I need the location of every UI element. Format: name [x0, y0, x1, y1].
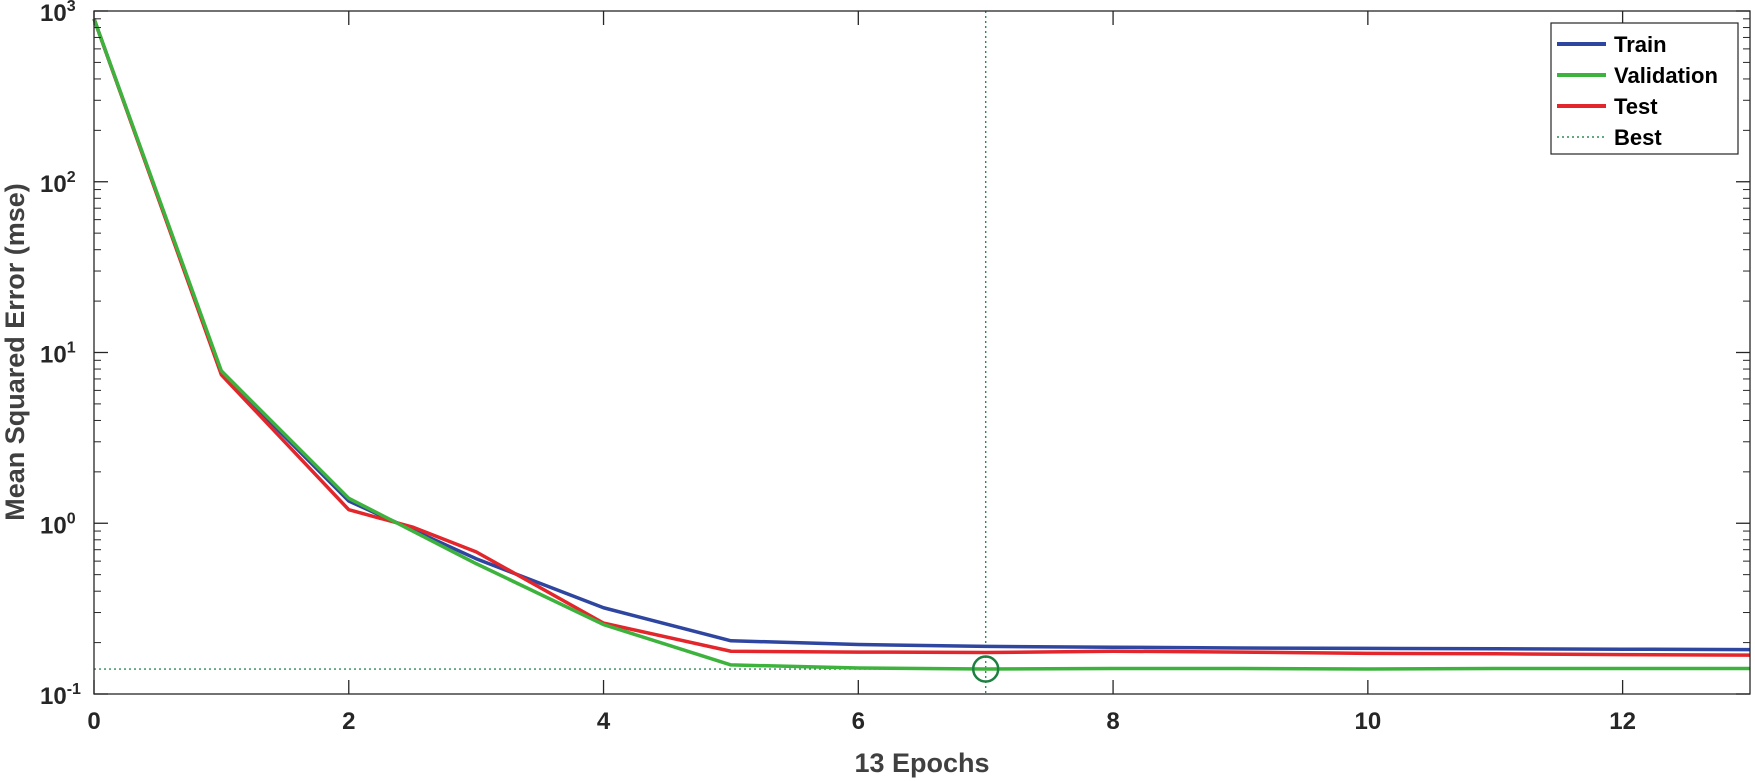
ticks-layer — [93, 10, 1750, 695]
legend-label-test: Test — [1614, 94, 1658, 119]
y-tick-label: 10-1 — [40, 681, 81, 710]
y-tick-labels: 10-1 100 101 102 103 — [40, 0, 81, 710]
legend-label-best: Best — [1614, 125, 1662, 150]
y-tick-label: 101 — [40, 340, 76, 369]
y-axis-label: Mean Squared Error (mse) — [0, 183, 30, 521]
y-tick-label: 100 — [40, 510, 76, 539]
x-tick-label: 0 — [87, 708, 100, 735]
y-tick-label: 103 — [40, 0, 76, 27]
x-tick-label: 12 — [1609, 708, 1636, 735]
x-tick-label: 4 — [597, 708, 611, 735]
legend-label-train: Train — [1614, 32, 1667, 57]
series-line-validation — [92, 18, 1750, 671]
x-axis-label: 13 Epochs — [854, 748, 989, 778]
x-tick-label: 8 — [1106, 708, 1119, 735]
y-tick-label: 102 — [40, 169, 76, 198]
marks-layer — [92, 11, 1751, 694]
series-line-test — [92, 18, 1751, 657]
x-tick-label: 10 — [1354, 708, 1381, 735]
legend: Train Validation Test Best — [1550, 22, 1739, 155]
plot-area — [92, 10, 1751, 695]
x-tick-label: 6 — [852, 708, 865, 735]
legend-label-validation: Validation — [1614, 63, 1718, 88]
x-tick-label: 2 — [342, 708, 355, 735]
plot-background — [94, 11, 1750, 694]
x-tick-labels: 0 2 4 6 8 10 12 — [87, 708, 1636, 735]
best-point-marker — [971, 655, 1000, 683]
